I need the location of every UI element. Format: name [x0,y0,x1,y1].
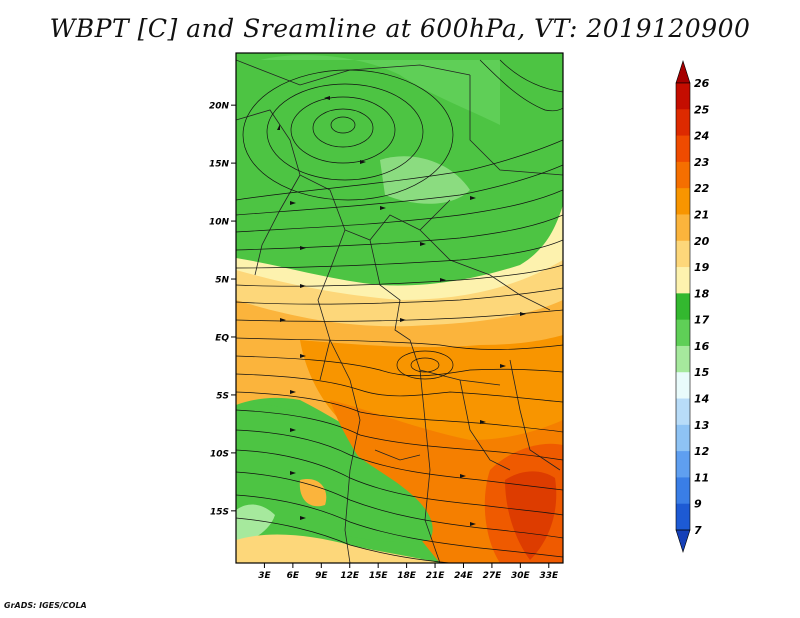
colorbar-label: 25 [694,103,710,116]
field-yellow-sw [236,534,440,563]
colorbar-label: 14 [694,393,709,406]
colorbar-segment [676,161,690,189]
colorbar-label: 22 [694,182,710,195]
streamline-arrows [277,96,526,526]
colorbar-segment [676,293,690,321]
colorbar-label: 15 [694,366,710,379]
colorbar-label: 7 [694,524,702,537]
colorbar-segment [676,83,690,110]
colorbar-segment [676,135,690,163]
colorbar-frame [675,82,691,531]
colorbar-segment [676,240,690,268]
colorbar-segment [676,398,690,426]
lon-label: 27E [483,571,503,581]
lon-label: 18E [397,571,417,581]
colorbar-label: 18 [694,287,710,300]
longitude-axis: 3E 6E 9E 12E 15E 18E 21E 24E 27E 30E 33E [258,563,559,581]
country-borders [236,59,563,563]
lat-label: 5N [215,276,229,286]
colorbar-segment [676,451,690,478]
colorbar-label: 17 [694,314,710,327]
lat-label: 15N [209,160,230,170]
colorbar-segment [676,424,690,452]
colorbar-segment [676,109,690,136]
field-light-green-band [380,156,470,204]
lon-label: 15E [369,571,389,581]
colorbar-label: 21 [694,208,709,221]
colorbar-label: 12 [694,445,710,458]
lat-label: 10N [209,218,230,228]
colorbar-segment [676,477,690,505]
lat-label: EQ [215,333,229,343]
colorbar-label: 13 [694,419,710,432]
colorbar: 26 25 24 23 22 21 20 19 18 17 16 15 14 13 12 11 9 7 [675,60,710,553]
lon-label: 21E [426,571,446,581]
colorbar-label: 20 [694,235,710,248]
lon-label: 33E [539,571,559,581]
lat-label: 10S [210,449,229,459]
lon-label: 12E [340,571,360,581]
colorbar-label: 9 [694,498,702,511]
grads-credit: GrADS: IGES/COLA [4,601,87,610]
colorbar-label: 19 [694,261,710,274]
colorbar-segment [676,345,690,373]
colorbar-segment [676,319,690,347]
colorbar-label: 16 [694,340,710,353]
lat-label: 20N [209,102,230,112]
lon-label: 3E [258,571,271,581]
lon-label: 6E [287,571,300,581]
field-orange-patch [299,479,327,507]
map-title: WBPT [C] and Sreamline at 600hPa, VT: 20… [49,14,751,43]
lon-label: 30E [511,571,531,581]
colorbar-segment [676,214,690,242]
field-green-south [236,403,433,543]
colorbar-segment [676,372,690,399]
colorbar-top-arrow [675,60,691,84]
colorbar-label: 23 [694,156,710,169]
colorbar-segment [676,503,690,531]
colorbar-segment [676,188,690,215]
map-frame [235,52,564,564]
colorbar-label: 24 [694,130,709,143]
latitude-axis: 20N 15N 10N 5N EQ 5S 10S 15S [209,102,236,517]
colorbar-segment [676,267,690,294]
lat-label: 5S [216,391,229,401]
streamlines [236,59,563,563]
lat-label: 15S [210,507,229,517]
map-panel [236,53,563,563]
colorbar-bottom-arrow [675,529,691,553]
field-hotspot [505,471,557,560]
lon-label: 9E [315,571,328,581]
field-light-green-sw [236,504,275,545]
colorbar-label: 11 [694,471,709,484]
colorbar-label: 26 [694,77,710,90]
field-light-green-north [260,55,500,125]
lon-label: 24E [454,571,474,581]
